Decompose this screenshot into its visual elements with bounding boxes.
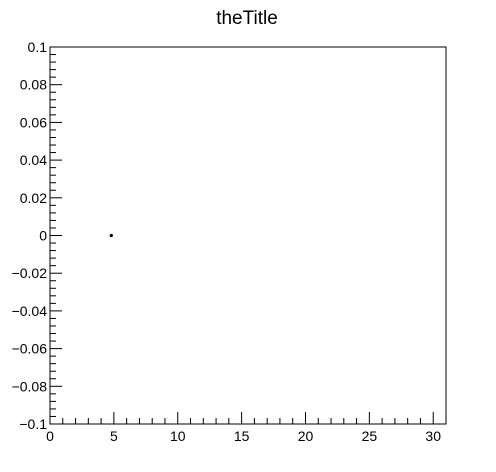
x-tick-label: 20 [298,428,314,444]
y-tick-label: −0.06 [12,341,48,357]
y-axis: 0.1 0.08 0.06 0.04 0.02 0 −0.02 −0.04 −0.06 −0.08… [12,39,62,432]
x-tick-label: 5 [110,428,118,444]
x-axis: 0 5 10 15 20 25 30 [46,412,447,444]
y-tick-label: −0.04 [12,303,48,319]
chart-title: theTitle [216,8,278,29]
y-tick-label: 0.1 [28,39,48,55]
x-tick-label: 25 [362,428,378,444]
y-tick-label: 0.08 [20,77,47,93]
x-tick-label: 0 [46,428,54,444]
plot-frame [49,46,447,425]
y-tick-label: −0.02 [12,265,48,281]
y-tick-label: 0.04 [20,152,47,168]
x-tick-label: 10 [170,428,186,444]
y-tick-label: −0.1 [19,416,47,432]
data-point [109,233,113,238]
y-tick-label: 0 [39,228,47,244]
x-tick-label: 15 [234,428,250,444]
y-tick-label: 0.02 [20,190,47,206]
y-tick-label: −0.08 [12,378,48,394]
y-tick-label: 0.06 [20,114,47,130]
x-tick-label: 30 [425,428,441,444]
data-points [109,233,113,238]
